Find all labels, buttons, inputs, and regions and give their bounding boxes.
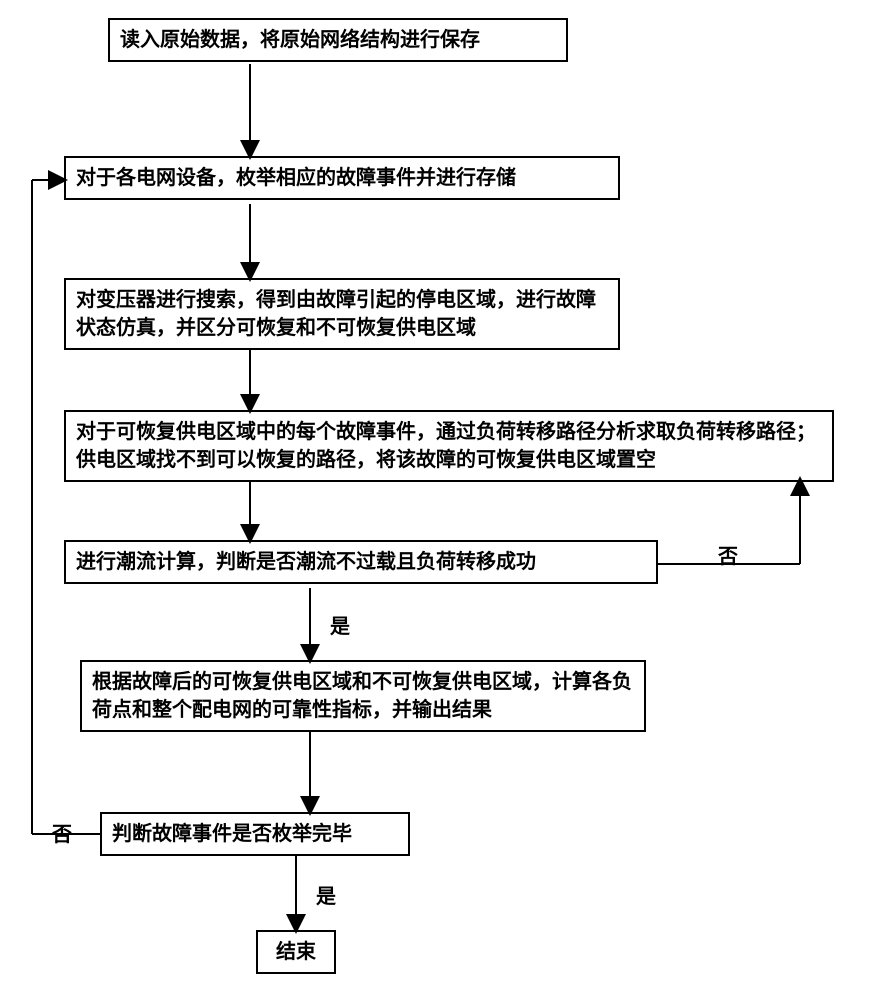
label-text: 是 — [316, 886, 336, 908]
flowchart-node-2: 对于各电网设备，枚举相应的故障事件并进行存储 — [64, 156, 620, 200]
flowchart-node-5: 进行潮流计算，判断是否潮流不过载且负荷转移成功 — [64, 540, 658, 584]
edge-label-yes-2: 是 — [316, 880, 336, 909]
node-text: 判断故障事件是否枚举完毕 — [112, 823, 352, 845]
edge-label-no-1: 否 — [718, 540, 738, 569]
label-text: 是 — [330, 616, 350, 638]
node-text: 进行潮流计算，判断是否潮流不过载且负荷转移成功 — [76, 551, 536, 573]
node-text: 对于可恢复供电区域中的每个故障事件，通过负荷转移路径分析求取负荷转移路径；供电区… — [76, 421, 816, 471]
flowchart-node-7: 判断故障事件是否枚举完毕 — [100, 812, 410, 856]
edge-label-no-2: 否 — [52, 818, 72, 847]
flowchart-node-4: 对于可恢复供电区域中的每个故障事件，通过负荷转移路径分析求取负荷转移路径；供电区… — [64, 410, 834, 482]
flowchart-node-end: 结束 — [256, 930, 336, 974]
label-text: 否 — [52, 824, 72, 846]
label-text: 否 — [718, 546, 738, 568]
node-text: 对于各电网设备，枚举相应的故障事件并进行存储 — [76, 167, 516, 189]
edge-label-yes-1: 是 — [330, 610, 350, 639]
node-text: 根据故障后的可恢复供电区域和不可恢复供电区域，计算各负荷点和整个配电网的可靠性指… — [92, 671, 632, 721]
node-text: 对变压器进行搜索，得到由故障引起的停电区域，进行故障状态仿真，并区分可恢复和不可… — [76, 289, 596, 339]
node-text: 结束 — [276, 941, 316, 963]
node-text: 读入原始数据，将原始网络结构进行保存 — [120, 29, 480, 51]
flowchart-node-1: 读入原始数据，将原始网络结构进行保存 — [108, 18, 568, 62]
flowchart-node-6: 根据故障后的可恢复供电区域和不可恢复供电区域，计算各负荷点和整个配电网的可靠性指… — [80, 660, 646, 732]
flowchart-node-3: 对变压器进行搜索，得到由故障引起的停电区域，进行故障状态仿真，并区分可恢复和不可… — [64, 278, 620, 350]
